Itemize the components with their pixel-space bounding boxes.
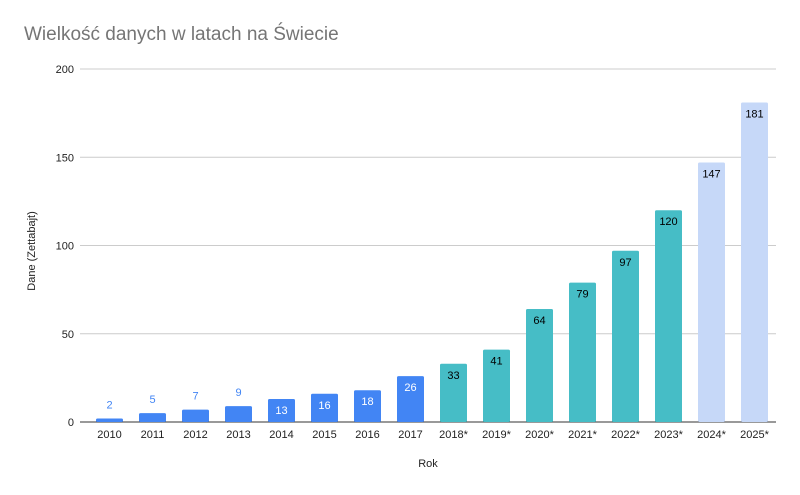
bar-2017 [397,376,424,422]
x-tick-label: 2020* [525,429,554,441]
x-tick-label: 2024* [697,429,726,441]
bar-2022 [612,250,639,422]
bar-2013 [225,406,252,422]
y-tick-label: 100 [56,241,74,253]
x-axis-ticks: 2010 2011 2012 2013 2014 2015 2016 2017 2018* 201… [97,429,769,441]
y-axis-ticks: 0 50 100 150 200 [56,64,74,429]
data-label: 120 [659,216,677,228]
data-label: 9 [235,387,241,399]
data-label: 41 [490,356,502,368]
data-label: 16 [318,400,330,412]
bar-2010 [96,418,123,422]
y-axis-title: Dane (Zettabajt) [26,211,38,290]
chart-title: Wielkość danych w latach na Świecie [24,24,339,45]
x-tick-label: 2022* [611,429,640,441]
y-tick-label: 50 [62,329,74,341]
data-label: 18 [361,396,373,408]
data-label: 5 [149,394,155,406]
x-tick-label: 2017 [398,429,422,441]
x-tick-label: 2018* [439,429,468,441]
bar-2020 [526,309,553,422]
bar-2015 [311,393,338,422]
bar-2011 [139,413,166,422]
x-tick-label: 2021* [568,429,597,441]
data-label: 79 [576,289,588,301]
data-label: 64 [533,315,545,327]
bar-2016 [354,390,381,422]
data-label: 26 [404,382,416,394]
bar-2025 [741,102,768,422]
data-label: 181 [745,109,763,121]
data-label: 2 [106,399,112,411]
y-tick-label: 200 [56,64,74,76]
bar-2012 [182,409,209,422]
x-tick-label: 2010 [97,429,121,441]
bar-2023 [655,210,682,422]
x-axis-title: Rok [418,458,438,470]
data-label: 13 [275,405,287,417]
x-tick-label: 2011 [141,429,165,441]
bar-2021 [569,282,596,422]
x-tick-label: 2014 [269,429,293,441]
y-tick-label: 150 [56,152,74,164]
y-tick-label: 0 [68,417,74,429]
x-tick-label: 2016 [355,429,379,441]
x-tick-label: 2015 [312,429,336,441]
x-tick-label: 2025* [740,429,769,441]
x-tick-label: 2023* [654,429,683,441]
bar-2019 [483,349,510,422]
bar-2018 [440,363,467,422]
x-tick-label: 2019* [482,429,511,441]
x-tick-label: 2013 [226,429,250,441]
bar-2014 [268,399,295,422]
data-label: 33 [447,370,459,382]
data-label: 147 [702,169,720,181]
bar-2024 [698,162,725,423]
x-tick-label: 2012 [183,429,207,441]
data-label: 7 [192,391,198,403]
data-label: 97 [619,257,631,269]
bars [96,102,768,423]
